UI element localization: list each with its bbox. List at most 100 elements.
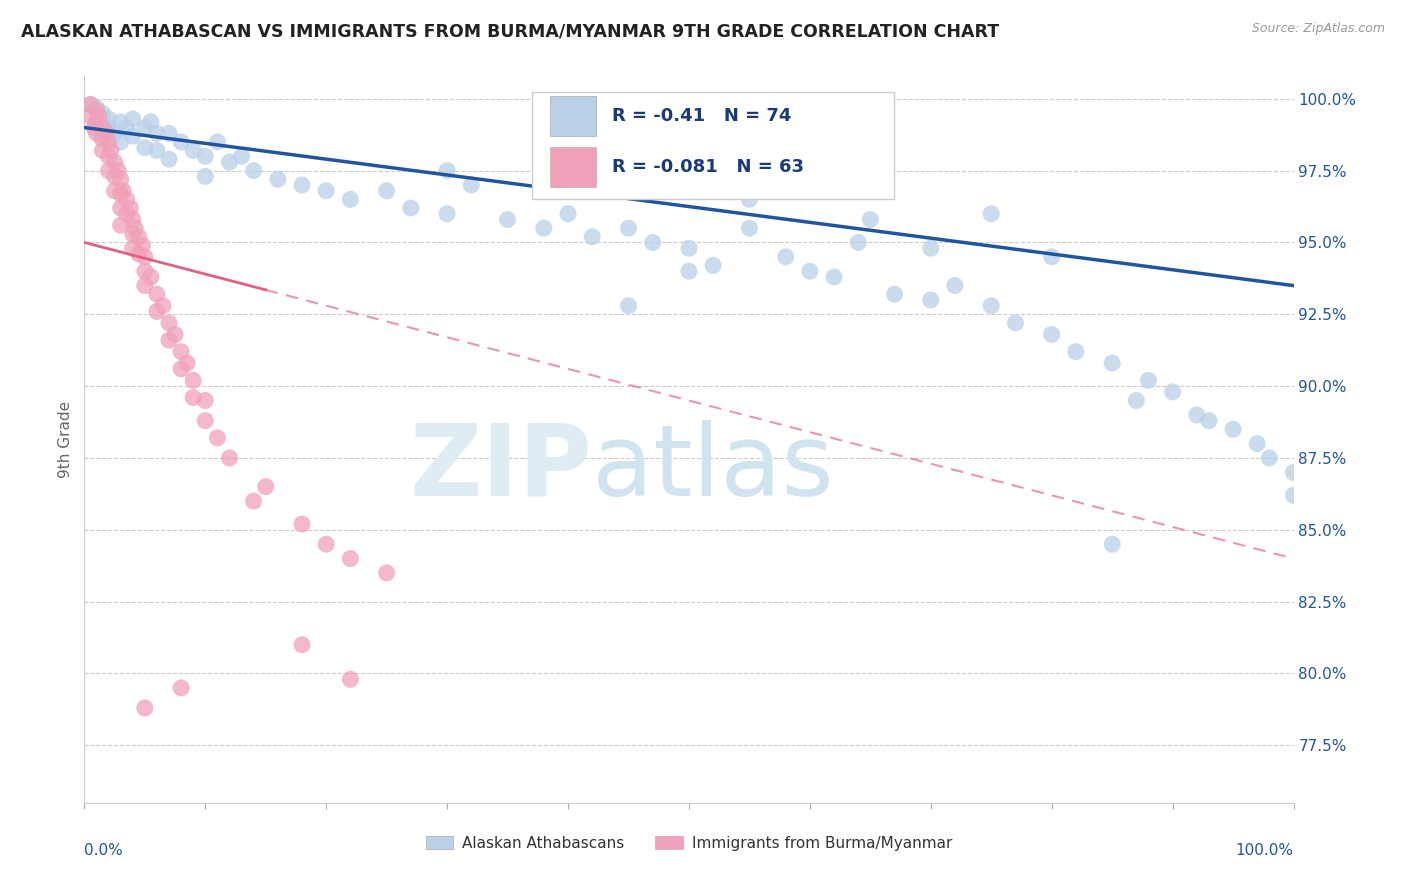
Point bbox=[339, 672, 361, 686]
Text: ZIP: ZIP bbox=[409, 420, 592, 516]
Point bbox=[678, 241, 700, 255]
Point bbox=[97, 120, 120, 135]
Point bbox=[110, 172, 132, 186]
Point bbox=[79, 97, 101, 112]
Point bbox=[121, 227, 143, 241]
Point bbox=[134, 264, 156, 278]
Point bbox=[110, 186, 132, 201]
Text: Source: ZipAtlas.com: Source: ZipAtlas.com bbox=[1251, 22, 1385, 36]
Point bbox=[134, 701, 156, 715]
Point bbox=[107, 163, 129, 178]
Point bbox=[315, 537, 337, 551]
Point bbox=[131, 238, 153, 252]
Point bbox=[83, 120, 105, 135]
Point bbox=[121, 241, 143, 255]
Point bbox=[146, 287, 169, 301]
Point bbox=[242, 494, 264, 508]
Point bbox=[1198, 414, 1220, 428]
Point bbox=[775, 250, 797, 264]
Point bbox=[110, 201, 132, 215]
Point bbox=[1101, 537, 1123, 551]
Point bbox=[104, 184, 127, 198]
Point bbox=[339, 193, 361, 207]
Point bbox=[170, 362, 193, 376]
Point bbox=[79, 97, 101, 112]
Point bbox=[943, 278, 966, 293]
Point bbox=[120, 201, 142, 215]
Point bbox=[181, 373, 204, 387]
Point bbox=[194, 414, 217, 428]
Point bbox=[86, 100, 108, 114]
Point bbox=[110, 219, 132, 233]
Point bbox=[581, 229, 603, 244]
Point bbox=[291, 178, 314, 192]
Point bbox=[1004, 316, 1026, 330]
Point bbox=[375, 184, 398, 198]
Point bbox=[97, 112, 120, 126]
Point bbox=[86, 115, 108, 129]
Text: ALASKAN ATHABASCAN VS IMMIGRANTS FROM BURMA/MYANMAR 9TH GRADE CORRELATION CHART: ALASKAN ATHABASCAN VS IMMIGRANTS FROM BU… bbox=[21, 22, 1000, 40]
Point bbox=[134, 250, 156, 264]
Point bbox=[557, 207, 579, 221]
Point bbox=[920, 241, 942, 255]
Legend: Alaskan Athabascans, Immigrants from Burma/Myanmar: Alaskan Athabascans, Immigrants from Bur… bbox=[419, 830, 959, 857]
Point bbox=[1040, 250, 1063, 264]
Point bbox=[104, 126, 127, 140]
FancyBboxPatch shape bbox=[550, 96, 596, 136]
Point bbox=[920, 293, 942, 307]
Point bbox=[152, 299, 174, 313]
Point bbox=[617, 221, 640, 235]
Point bbox=[1064, 344, 1087, 359]
Point bbox=[339, 551, 361, 566]
Point bbox=[165, 327, 187, 342]
Point bbox=[170, 681, 193, 695]
Point bbox=[91, 120, 114, 135]
Point bbox=[86, 103, 108, 118]
Point bbox=[641, 235, 664, 250]
Point bbox=[1282, 488, 1305, 502]
Point bbox=[1222, 422, 1244, 436]
Point bbox=[194, 393, 217, 408]
Point bbox=[124, 221, 146, 235]
Point bbox=[533, 221, 555, 235]
Point bbox=[146, 126, 169, 140]
Point bbox=[79, 109, 101, 123]
Point bbox=[678, 264, 700, 278]
Point bbox=[1185, 408, 1208, 422]
Point bbox=[176, 356, 198, 370]
Point bbox=[496, 212, 519, 227]
Point bbox=[104, 169, 127, 184]
Point bbox=[128, 247, 150, 261]
Point bbox=[146, 144, 169, 158]
Point bbox=[146, 304, 169, 318]
Point bbox=[121, 129, 143, 144]
Point bbox=[91, 144, 114, 158]
Point bbox=[121, 112, 143, 126]
Text: 0.0%: 0.0% bbox=[84, 843, 124, 858]
Point bbox=[134, 141, 156, 155]
Point bbox=[94, 126, 117, 140]
Point bbox=[207, 431, 229, 445]
Point bbox=[134, 120, 156, 135]
Point bbox=[97, 135, 120, 149]
Point bbox=[157, 126, 180, 140]
Point bbox=[254, 480, 277, 494]
Point bbox=[436, 207, 458, 221]
Point bbox=[859, 212, 882, 227]
Point bbox=[291, 517, 314, 532]
Point bbox=[115, 120, 138, 135]
Point bbox=[846, 235, 869, 250]
Text: R = -0.081   N = 63: R = -0.081 N = 63 bbox=[612, 158, 804, 176]
Point bbox=[436, 163, 458, 178]
Text: R = -0.41   N = 74: R = -0.41 N = 74 bbox=[612, 107, 792, 125]
Point bbox=[170, 344, 193, 359]
Point bbox=[1246, 436, 1268, 450]
Point bbox=[375, 566, 398, 580]
Point bbox=[207, 135, 229, 149]
Point bbox=[617, 299, 640, 313]
Point bbox=[1125, 393, 1147, 408]
Point bbox=[738, 221, 761, 235]
Point bbox=[980, 207, 1002, 221]
Point bbox=[799, 264, 821, 278]
Point bbox=[104, 155, 127, 169]
